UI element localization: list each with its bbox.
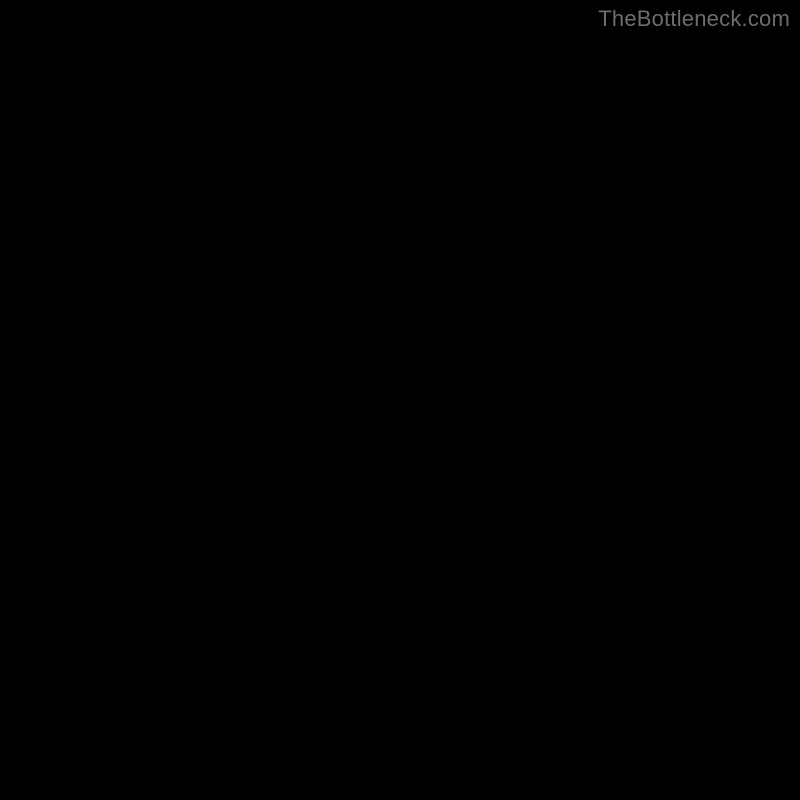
watermark-text: TheBottleneck.com	[598, 6, 790, 32]
outer-background	[0, 0, 800, 800]
chart-stage: TheBottleneck.com	[0, 0, 800, 800]
